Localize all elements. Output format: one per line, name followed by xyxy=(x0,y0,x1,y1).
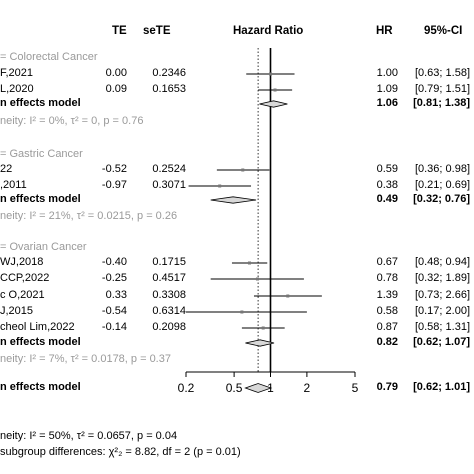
study-hr-6: 0.59 xyxy=(376,163,398,175)
study-ci-12: [0.32; 1.89] xyxy=(414,272,470,284)
study-sete-1: 0.2346 xyxy=(152,67,186,79)
group-label-0: = Colorectal Cancer xyxy=(0,51,98,63)
study-ci-11: [0.48; 0.94] xyxy=(414,256,470,268)
header-hazard-ratio: Hazard Ratio xyxy=(233,25,304,37)
study-label-1: F,2021 xyxy=(0,67,34,79)
heterogeneity-17: neity: I² = 7%, τ² = 0.0178, p = 0.37 xyxy=(0,353,171,365)
pooled-label-8: n effects model xyxy=(0,193,81,205)
overall-label-18: n effects model xyxy=(0,381,81,393)
study-ci-13: [0.73; 2.66] xyxy=(414,289,470,301)
study-te-1: 0.00 xyxy=(105,67,127,79)
study-ci-6: [0.36; 0.98] xyxy=(414,163,470,175)
point-14 xyxy=(240,310,244,314)
study-te-12: -0.25 xyxy=(101,272,127,284)
diamond-18 xyxy=(244,383,273,393)
overall-heterogeneity: neity: I² = 50%, τ² = 0.0657, p = 0.04 xyxy=(0,430,178,442)
x-tick-label-0: 0.2 xyxy=(178,381,195,395)
point-6 xyxy=(241,168,245,172)
study-sete-14: 0.6314 xyxy=(152,305,186,317)
pooled-hr-3: 1.06 xyxy=(376,97,398,109)
study-hr-12: 0.78 xyxy=(376,272,398,284)
study-label-2: L,2020 xyxy=(0,83,34,95)
study-te-15: -0.14 xyxy=(101,321,127,333)
pooled-ci-8: [0.32; 0.76] xyxy=(413,193,470,205)
x-tick-label-3: 2 xyxy=(304,381,311,395)
subgroup-test: subgroup differences: χ²₂ = 8.82, df = 2… xyxy=(0,446,241,458)
diamond-8 xyxy=(210,196,257,204)
study-te-2: 0.09 xyxy=(105,83,127,95)
study-sete-6: 0.2524 xyxy=(152,163,186,175)
header-te: TE xyxy=(112,25,127,37)
point-13 xyxy=(286,294,290,298)
study-sete-11: 0.1715 xyxy=(152,256,186,268)
study-sete-2: 0.1653 xyxy=(152,83,186,95)
study-ci-2: [0.79; 1.51] xyxy=(414,83,470,95)
study-ci-15: [0.58; 1.31] xyxy=(414,321,470,333)
study-ci-1: [0.63; 1.58] xyxy=(414,67,470,79)
study-te-7: -0.97 xyxy=(101,179,127,191)
study-hr-11: 0.67 xyxy=(376,256,398,268)
heterogeneity-4: neity: I² = 0%, τ² = 0, p = 0.76 xyxy=(0,115,144,127)
study-hr-7: 0.38 xyxy=(376,179,398,191)
study-sete-15: 0.2098 xyxy=(152,321,186,333)
study-ci-7: [0.21; 0.69] xyxy=(414,179,470,191)
study-hr-14: 0.58 xyxy=(376,305,398,317)
study-label-7: ,2011 xyxy=(0,179,27,191)
study-te-6: -0.52 xyxy=(101,163,127,175)
group-label-10: = Ovarian Cancer xyxy=(0,241,87,253)
point-11 xyxy=(247,261,251,265)
point-2 xyxy=(273,88,277,92)
pooled-hr-18: 0.79 xyxy=(376,381,398,393)
x-tick-label-1: 0.5 xyxy=(226,381,243,395)
pooled-ci-16: [0.62; 1.07] xyxy=(413,336,470,348)
diamond-16 xyxy=(245,339,275,347)
pooled-label-16: n effects model xyxy=(0,336,81,348)
heterogeneity-9: neity: I² = 21%, τ² = 0.0215, p = 0.26 xyxy=(0,210,178,222)
point-15 xyxy=(261,326,265,330)
study-hr-13: 1.39 xyxy=(376,289,398,301)
study-label-12: CCP,2022 xyxy=(0,272,50,284)
pooled-label-3: n effects model xyxy=(0,97,81,109)
point-7 xyxy=(218,184,222,188)
study-hr-1: 1.00 xyxy=(376,67,398,79)
pooled-hr-8: 0.49 xyxy=(376,193,398,205)
group-label-5: = Gastric Cancer xyxy=(0,148,83,160)
study-te-14: -0.54 xyxy=(101,305,127,317)
study-sete-13: 0.3308 xyxy=(152,289,186,301)
study-te-13: 0.33 xyxy=(105,289,127,301)
study-label-13: c O,2021 xyxy=(0,289,45,301)
study-label-6: 22 xyxy=(0,163,13,175)
study-label-15: cheol Lim,2022 xyxy=(0,321,75,333)
x-tick-label-4: 5 xyxy=(352,381,359,395)
study-ci-14: [0.17; 2.00] xyxy=(414,305,470,317)
study-sete-12: 0.4517 xyxy=(152,272,186,284)
pooled-hr-16: 0.82 xyxy=(376,336,398,348)
pooled-ci-18: [0.62; 1.01] xyxy=(413,381,470,393)
pooled-ci-3: [0.81; 1.38] xyxy=(413,97,470,109)
study-hr-15: 0.87 xyxy=(376,321,398,333)
diamond-3 xyxy=(259,100,288,108)
study-label-14: J,2015 xyxy=(0,305,34,317)
study-hr-2: 1.09 xyxy=(376,83,398,95)
header-sete: seTE xyxy=(143,25,171,37)
study-label-11: WJ,2018 xyxy=(0,256,44,268)
point-12 xyxy=(255,277,259,281)
point-1 xyxy=(269,72,272,76)
header-ci: 95%-CI xyxy=(424,25,463,37)
header-hr: HR xyxy=(376,25,393,37)
study-sete-7: 0.3071 xyxy=(152,179,186,191)
study-te-11: -0.40 xyxy=(101,256,127,268)
